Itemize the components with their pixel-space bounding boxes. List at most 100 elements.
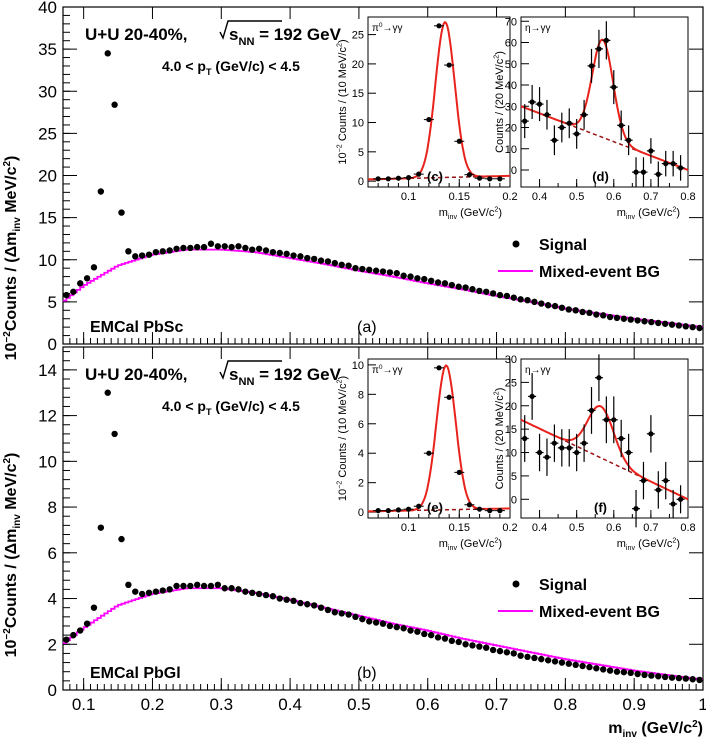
x-axis-label: minv (GeV/c2) (608, 719, 703, 739)
signal-point (421, 630, 428, 638)
inset-y-tick-label: 0 (511, 494, 517, 506)
inset-y-tick-label: 30 (505, 354, 517, 366)
inset-y-tick-label: 50 (505, 59, 517, 71)
inset-data-point (544, 112, 550, 118)
signal-point (400, 272, 407, 279)
signal-point (558, 304, 566, 311)
signal-point (359, 615, 366, 623)
signal-point (125, 581, 132, 589)
signal-point (551, 302, 559, 310)
signal-point (290, 597, 297, 605)
inset-data-point (426, 450, 432, 456)
inset-y-tick-label: 6 (358, 419, 364, 431)
signal-point (180, 244, 187, 252)
inset-panel-label: (e) (427, 500, 443, 515)
sqrt-symbol (219, 360, 282, 380)
signal-point (283, 250, 290, 258)
inset-data-point (536, 101, 543, 107)
signal-point (345, 262, 352, 269)
signal-point (517, 652, 524, 659)
signal-point (297, 599, 304, 607)
signal-point (641, 671, 648, 679)
pt-range-label: 4.0 < pT (GeV/c) < 4.5 (162, 58, 300, 77)
inset-data-point (640, 169, 647, 175)
inset-data-point (648, 148, 654, 154)
detector-label: EMCal PbSc (90, 319, 183, 336)
signal-point (434, 279, 442, 286)
inset-data-point (618, 122, 624, 128)
inset-y-tick-label: 15 (352, 88, 364, 100)
signal-point (221, 243, 228, 250)
signal-point (207, 240, 215, 247)
signal-point (90, 264, 98, 271)
signal-point (83, 275, 91, 282)
signal-point (661, 673, 669, 681)
signal-point (269, 248, 277, 256)
inset-data-point (559, 445, 565, 451)
signal-point (359, 265, 366, 273)
signal-point (393, 270, 400, 277)
inset-x-tick-label: 0.7 (643, 522, 658, 534)
inset-data-point (536, 449, 543, 456)
inset-y-tick-label: 8 (358, 389, 364, 401)
signal-point (427, 277, 435, 285)
signal-point (221, 585, 228, 592)
inset-data-point (522, 118, 528, 124)
signal-point (641, 318, 648, 325)
signal-point (352, 613, 359, 621)
system-label: U+U 20-40%, (85, 365, 188, 384)
inset-data-point (663, 161, 669, 167)
inset-x-tick-label: 0.4 (532, 522, 547, 534)
signal-point (476, 643, 483, 650)
inset-data-point (497, 508, 503, 514)
signal-point (476, 287, 483, 295)
inset-data-point (596, 375, 602, 381)
signal-point (97, 188, 105, 195)
inset-x-tick-label: 0.2 (502, 522, 517, 534)
inset-data-point (611, 417, 617, 423)
inset-data-point (416, 171, 422, 177)
signal-point (180, 582, 187, 590)
signal-point (483, 644, 490, 651)
legend-bg-label: Mixed-event BG (539, 264, 660, 281)
inset-y-tick-label: 10 (352, 118, 364, 130)
pt-range-label: 4.0 < pT (GeV/c) < 4.5 (162, 398, 300, 417)
signal-point (255, 590, 263, 598)
signal-point (634, 317, 641, 324)
y-tick-label: 14 (38, 361, 57, 380)
x-tick-label: 0.5 (347, 695, 371, 714)
signal-point (242, 588, 249, 595)
signal-point (503, 649, 511, 656)
inset-data-point (529, 99, 535, 105)
signal-point (310, 255, 318, 263)
signal-point (455, 283, 462, 290)
signal-point (510, 650, 517, 657)
signal-point (372, 267, 380, 274)
inset-data-point (677, 165, 684, 171)
signal-point (489, 290, 497, 297)
signal-point (620, 315, 628, 322)
inset-data-point (611, 84, 617, 90)
inset-data-point (466, 172, 473, 178)
inset-x-axis-label: minv (GeV/c2) (439, 206, 502, 221)
signal-point (276, 249, 283, 257)
detector-label: EMCal PbGl (90, 665, 181, 682)
y-tick-label: 30 (38, 82, 57, 101)
signal-point (297, 253, 304, 260)
inset-y-tick-label: 60 (505, 38, 517, 50)
signal-point (173, 582, 180, 590)
inset-data-point (405, 506, 412, 512)
signal-point (655, 319, 662, 327)
signal-point (448, 637, 456, 645)
inset-x-tick-label: 0.1 (401, 522, 416, 534)
signal-point (283, 596, 290, 603)
signal-point (290, 252, 297, 259)
panel-frame (62, 346, 704, 691)
legend-signal-label: Signal (539, 237, 587, 254)
inset-y-tick-label: 4 (358, 448, 364, 460)
signal-point (235, 586, 242, 593)
inset-data-point (581, 112, 587, 118)
signal-point (200, 243, 208, 251)
inset-x-tick-label: 0.7 (643, 191, 658, 203)
x-tick-label: 0.9 (622, 695, 646, 714)
